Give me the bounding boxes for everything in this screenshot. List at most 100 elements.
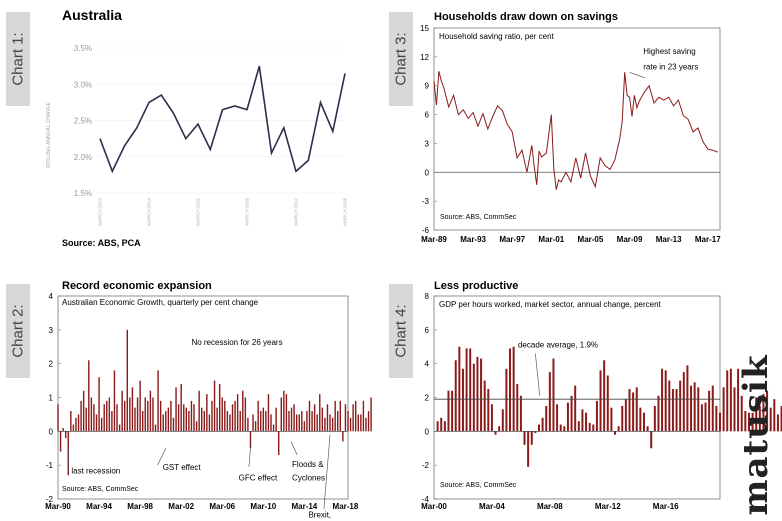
chart-2-bar — [98, 377, 100, 432]
chart-4-bar — [653, 405, 656, 432]
chart-2-bar — [267, 394, 270, 432]
chart-3-ytick-label: 12 — [420, 53, 429, 62]
chart-4-ytick-label: 4 — [425, 360, 430, 369]
chart-1-xtick-label: MARCH 2015 — [196, 198, 201, 226]
chart-2-bar — [93, 404, 95, 432]
chart-3-annotation-pointer — [629, 71, 646, 79]
chart-2-bar — [157, 370, 159, 432]
chart-4-bar — [494, 431, 497, 435]
chart-3-ytick-label: 0 — [425, 168, 430, 177]
chart-2-bar — [236, 394, 239, 432]
chart-2-bar — [224, 400, 226, 432]
chart-4-bar — [675, 389, 678, 432]
chart-3-title: Households draw down on savings — [434, 11, 618, 23]
chart-4-bar — [443, 421, 446, 432]
chart-2-ytick-label: 1 — [49, 394, 54, 403]
chart-4-ytick-label: -2 — [422, 461, 430, 470]
chart-2-bar — [313, 404, 316, 432]
chart-2-bar — [70, 411, 72, 432]
chart-3-ytick-label: -6 — [422, 226, 430, 235]
chart-2-source: Source: ABS, CommSec — [62, 486, 139, 493]
chart-2-bar — [126, 329, 128, 432]
chart-4-bar — [690, 385, 693, 432]
chart-4-bar — [657, 395, 660, 432]
chart-2-annotation: Cyclones — [292, 473, 325, 482]
chart-2-bar — [88, 360, 90, 432]
chart-4-bar — [719, 412, 721, 432]
chart-2-bar — [177, 404, 180, 432]
chart-1-ytick-label: 2.5% — [74, 117, 92, 126]
chart-4-bar — [519, 395, 522, 432]
chart-2-xtick-label: Mar-90 — [45, 502, 71, 511]
chart-2-annotation: GST effect — [163, 463, 202, 472]
chart-2-bar — [360, 414, 362, 432]
chart-2-bar — [172, 417, 175, 432]
chart-2-bar — [308, 400, 311, 432]
chart-4-bar — [686, 365, 689, 432]
chart-4-bar — [726, 370, 729, 432]
chart-2-bar — [365, 417, 367, 432]
chart-2-bar — [134, 407, 136, 432]
chart-2-xtick-label: Mar-94 — [86, 502, 112, 511]
chart-2-bar — [352, 404, 354, 432]
chart-2-bar — [106, 400, 108, 432]
chart-4-bar — [621, 405, 624, 432]
chart-2-bar — [57, 404, 59, 432]
chart-4-xtick-label: Mar-16 — [653, 502, 679, 511]
chart-4-xtick-label: Mar-00 — [421, 502, 447, 511]
chart-4-ytick-label: 0 — [425, 427, 430, 436]
chart-2-bar — [203, 411, 205, 432]
chart-2-bar — [272, 424, 275, 432]
chart-1-ytick-label: 3.0% — [74, 80, 92, 89]
chart-4-bar — [758, 405, 761, 432]
chart-1-ytick-label: 2.0% — [74, 153, 92, 162]
chart-4-bar — [632, 392, 635, 432]
chart-1-tab: Chart 1: — [6, 12, 30, 106]
chart-4-ytick-label: -4 — [422, 495, 430, 504]
chart-2-bar — [326, 404, 329, 432]
chart-4-bar — [776, 414, 779, 432]
chart-1-xtick-label: MARCH 2014 — [147, 198, 152, 226]
chart-4-bar — [729, 368, 732, 432]
chart-2-bar — [154, 424, 157, 432]
chart-2-bar — [190, 400, 193, 432]
chart-2-bar — [357, 414, 359, 432]
chart-4-bar — [483, 380, 486, 432]
chart-4-bar — [545, 405, 548, 432]
chart-2-annotation-pointer — [248, 441, 252, 467]
chart-2-bar — [208, 414, 211, 432]
chart-2-bar — [198, 390, 200, 432]
chart-2-bar — [129, 397, 131, 432]
chart-2-bar — [121, 390, 123, 432]
chart-4-bar — [480, 358, 483, 432]
chart-2-bar — [354, 400, 357, 432]
chart-2-title: Record economic expansion — [62, 280, 212, 292]
chart-4-bar — [599, 370, 602, 432]
chart-2-bar — [283, 390, 285, 432]
chart-4-bar — [624, 399, 627, 432]
chart-2-bar — [211, 400, 213, 432]
chart-2-ytick-label: 0 — [49, 427, 54, 436]
chart-2-bar — [231, 404, 234, 432]
chart-2-xtick-label: Mar-10 — [250, 502, 276, 511]
chart-4-title: Less productive — [434, 280, 518, 292]
chart-2-bar — [265, 411, 267, 432]
chart-2-bar — [75, 417, 77, 432]
chart-4-bar — [682, 372, 685, 432]
chart-2-bar — [77, 414, 80, 432]
chart-4-bar — [563, 426, 566, 432]
chart-4-bar — [617, 426, 620, 432]
chart-4-bar — [440, 417, 443, 432]
chart-4-bar — [523, 431, 526, 445]
chart-2-bar — [270, 414, 272, 432]
chart-4-bar — [490, 404, 493, 432]
chart-4-bar — [664, 370, 667, 432]
chart-2-annotation-pointer — [157, 448, 167, 466]
chart-4-annotation: decade average, 1.9% — [518, 341, 598, 350]
chart-3-xtick-label: Mar-17 — [695, 235, 721, 244]
chart-2-bar — [144, 397, 146, 432]
chart-2-bar — [342, 431, 344, 442]
chart-4-bar — [458, 346, 461, 432]
chart-2-annotation: GFC effect — [239, 473, 278, 482]
chart-2-bar — [288, 411, 290, 432]
